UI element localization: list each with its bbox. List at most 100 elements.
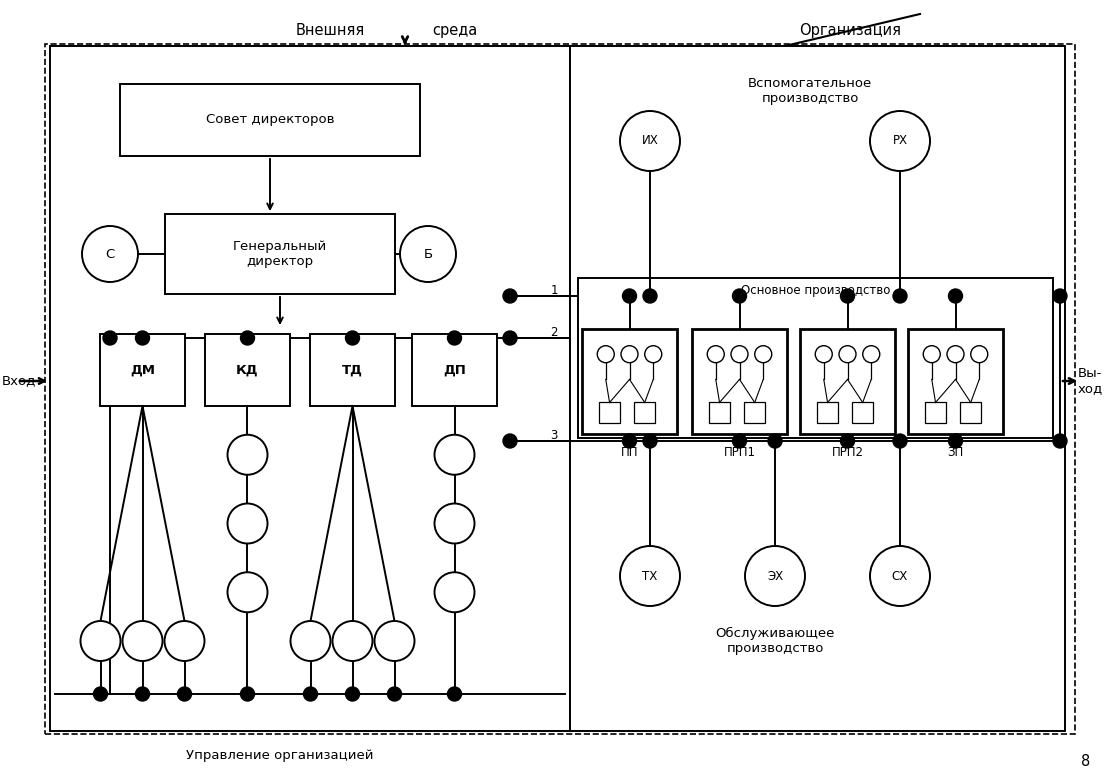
Text: Внешняя: Внешняя <box>295 23 364 39</box>
FancyBboxPatch shape <box>852 403 873 424</box>
Circle shape <box>178 687 191 701</box>
Circle shape <box>304 687 317 701</box>
Circle shape <box>82 226 139 282</box>
Circle shape <box>839 345 856 362</box>
Circle shape <box>707 345 724 362</box>
Text: ЭХ: ЭХ <box>767 570 783 583</box>
FancyBboxPatch shape <box>50 46 570 731</box>
Text: Вспомогательное
производство: Вспомогательное производство <box>748 77 872 105</box>
Circle shape <box>503 331 517 345</box>
Text: ПРП2: ПРП2 <box>831 445 863 459</box>
Circle shape <box>135 687 150 701</box>
Circle shape <box>80 621 121 661</box>
FancyBboxPatch shape <box>800 329 895 434</box>
Text: Вы-
ход: Вы- ход <box>1078 367 1102 395</box>
Circle shape <box>374 621 414 661</box>
FancyBboxPatch shape <box>206 334 290 406</box>
Circle shape <box>598 345 614 362</box>
Circle shape <box>435 435 475 475</box>
FancyBboxPatch shape <box>961 403 981 424</box>
Text: ПП: ПП <box>621 445 638 459</box>
Text: Основное производство: Основное производство <box>741 285 890 297</box>
Text: РХ: РХ <box>892 134 907 147</box>
Circle shape <box>388 687 401 701</box>
Circle shape <box>435 504 475 543</box>
Circle shape <box>94 687 107 701</box>
Circle shape <box>103 331 117 345</box>
FancyBboxPatch shape <box>693 329 787 434</box>
FancyBboxPatch shape <box>744 403 765 424</box>
FancyBboxPatch shape <box>570 46 1065 731</box>
Circle shape <box>731 345 748 362</box>
Text: КД: КД <box>237 363 259 376</box>
FancyBboxPatch shape <box>311 334 395 406</box>
Text: ТД: ТД <box>342 363 363 376</box>
Circle shape <box>290 621 331 661</box>
Circle shape <box>840 289 855 303</box>
Circle shape <box>435 572 475 612</box>
Text: ДП: ДП <box>443 363 466 376</box>
Text: С: С <box>105 248 115 261</box>
Text: ПРП1: ПРП1 <box>724 445 755 459</box>
Circle shape <box>645 345 661 362</box>
Circle shape <box>892 434 907 448</box>
Circle shape <box>870 111 930 171</box>
Circle shape <box>947 345 964 362</box>
Circle shape <box>1053 434 1067 448</box>
FancyBboxPatch shape <box>925 403 946 424</box>
Circle shape <box>733 289 746 303</box>
Circle shape <box>228 435 267 475</box>
FancyBboxPatch shape <box>165 214 395 294</box>
Circle shape <box>503 434 517 448</box>
Circle shape <box>620 111 680 171</box>
FancyBboxPatch shape <box>634 403 656 424</box>
Text: ЗП: ЗП <box>947 445 964 459</box>
FancyBboxPatch shape <box>101 334 185 406</box>
Circle shape <box>870 546 930 606</box>
Text: 8: 8 <box>1081 753 1090 768</box>
Circle shape <box>228 504 267 543</box>
Circle shape <box>240 331 255 345</box>
Circle shape <box>862 345 880 362</box>
Circle shape <box>164 621 204 661</box>
Circle shape <box>815 345 832 362</box>
Circle shape <box>1053 289 1067 303</box>
FancyBboxPatch shape <box>582 329 677 434</box>
Circle shape <box>948 434 963 448</box>
FancyBboxPatch shape <box>908 329 1003 434</box>
FancyBboxPatch shape <box>120 84 420 156</box>
Circle shape <box>840 434 855 448</box>
Circle shape <box>892 289 907 303</box>
Text: ДМ: ДМ <box>130 363 155 376</box>
Text: Вход: Вход <box>2 375 37 387</box>
Circle shape <box>971 345 987 362</box>
Circle shape <box>622 289 637 303</box>
FancyBboxPatch shape <box>709 403 731 424</box>
Text: Обслуживающее
производство: Обслуживающее производство <box>715 627 834 655</box>
Text: Управление организацией: Управление организацией <box>187 750 374 763</box>
Text: ИХ: ИХ <box>641 134 658 147</box>
Text: 3: 3 <box>551 429 558 442</box>
Circle shape <box>733 434 746 448</box>
Circle shape <box>622 434 637 448</box>
Text: Совет директоров: Совет директоров <box>206 113 334 126</box>
Circle shape <box>745 546 805 606</box>
Circle shape <box>643 434 657 448</box>
Circle shape <box>924 345 941 362</box>
Circle shape <box>948 289 963 303</box>
FancyBboxPatch shape <box>599 403 620 424</box>
Circle shape <box>503 289 517 303</box>
Circle shape <box>400 226 456 282</box>
Text: СХ: СХ <box>891 570 908 583</box>
Circle shape <box>240 687 255 701</box>
Circle shape <box>345 687 360 701</box>
Text: Организация: Организация <box>799 23 901 39</box>
FancyBboxPatch shape <box>412 334 497 406</box>
Circle shape <box>620 546 680 606</box>
Circle shape <box>228 572 267 612</box>
FancyBboxPatch shape <box>577 278 1053 438</box>
Circle shape <box>448 687 461 701</box>
Circle shape <box>333 621 372 661</box>
Text: среда: среда <box>432 23 478 39</box>
Circle shape <box>135 331 150 345</box>
